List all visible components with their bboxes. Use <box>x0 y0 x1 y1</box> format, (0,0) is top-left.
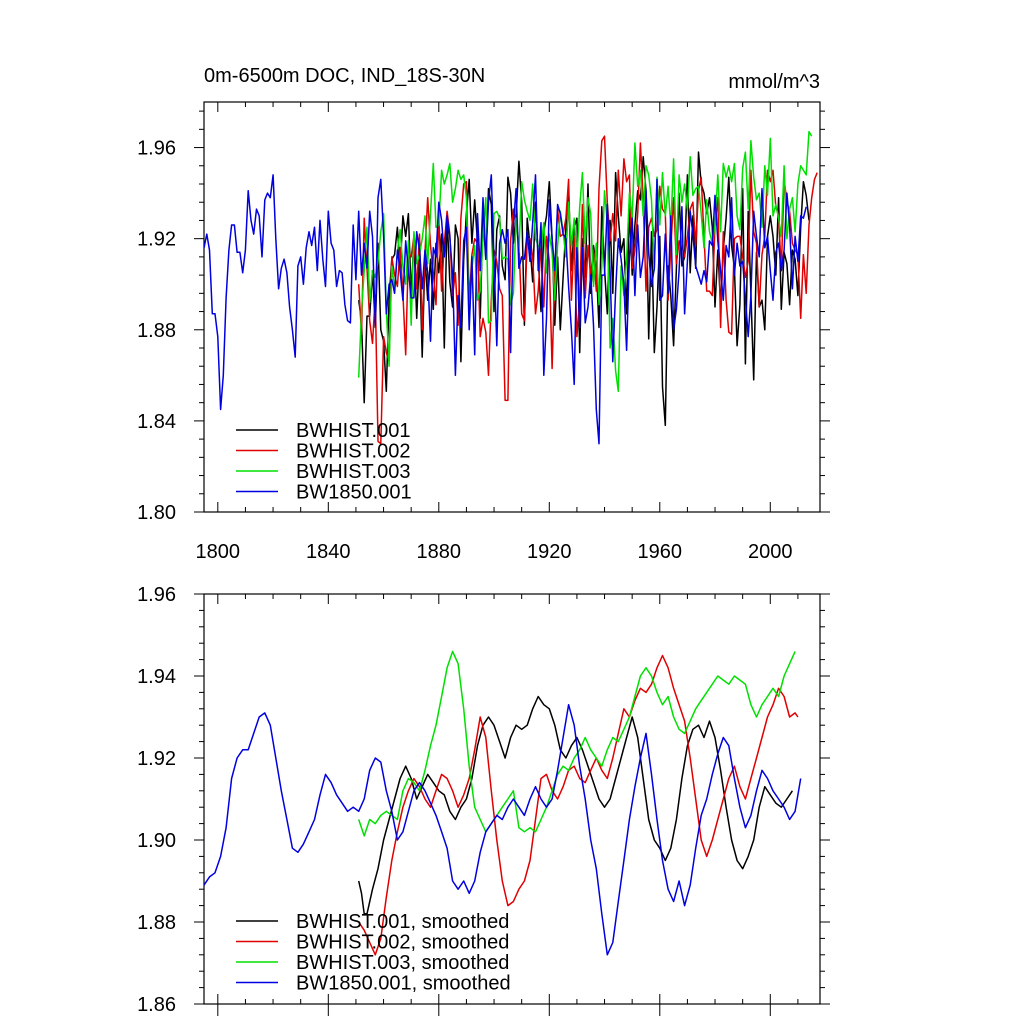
series-group <box>204 650 802 956</box>
x-tick-label: 1960 <box>638 541 683 563</box>
legend-label: BWHIST.001 <box>296 420 410 442</box>
x-tick-label: 1920 <box>527 541 572 563</box>
y-tick-label: 1.86 <box>137 994 176 1016</box>
units-label: mmol/m^3 <box>728 71 820 93</box>
legend-label: BWHIST.002, smoothed <box>296 932 509 954</box>
legend-label: BWHIST.003 <box>296 461 410 483</box>
series-line-4 <box>204 174 807 445</box>
y-tick-label: 1.84 <box>137 411 176 433</box>
series-line-4 <box>204 703 802 956</box>
x-tick-label: 1880 <box>417 541 462 563</box>
y-tick-label: 1.80 <box>137 502 176 524</box>
x-tick-label: 1840 <box>306 541 351 563</box>
y-tick-label: 1.90 <box>137 830 176 852</box>
y-tick-label: 1.88 <box>137 320 176 342</box>
top-panel: 1800 1840 1880 1920 1960 2000 1.80 1.84 1.88 1.92… <box>137 101 830 563</box>
bottom-panel: 1.86 1.88 1.90 1.92 1.94 1.96 BWHIST.001, smoo… <box>137 584 830 1016</box>
x-tick-label: 2000 <box>748 541 793 563</box>
y-tick-label: 1.96 <box>137 584 176 606</box>
y-tick-label: 1.88 <box>137 912 176 934</box>
chart-title: 0m-6500m DOC, IND_18S-30N <box>204 65 485 87</box>
series-line-1 <box>357 695 794 915</box>
series-line-2 <box>357 135 818 445</box>
legend-label: BWHIST.001, smoothed <box>296 911 509 933</box>
y-tick-label: 1.94 <box>137 666 176 688</box>
series-group <box>204 130 818 445</box>
plot-frame <box>203 593 821 1005</box>
y-tick-label: 1.96 <box>137 138 176 160</box>
y-tick-label: 1.92 <box>137 748 176 770</box>
series-line-3 <box>357 650 796 837</box>
legend-label: BW1850.001, smoothed <box>296 973 511 995</box>
x-tick-label: 1800 <box>196 541 241 563</box>
y-tick-label: 1.92 <box>137 229 176 251</box>
legend-label: BW1850.001 <box>296 482 412 504</box>
legend-label: BWHIST.003, smoothed <box>296 952 509 974</box>
legend-label: BWHIST.002 <box>296 441 410 463</box>
series-line-3 <box>357 130 813 393</box>
plot-frame <box>203 101 821 513</box>
series-line-2 <box>358 654 799 956</box>
